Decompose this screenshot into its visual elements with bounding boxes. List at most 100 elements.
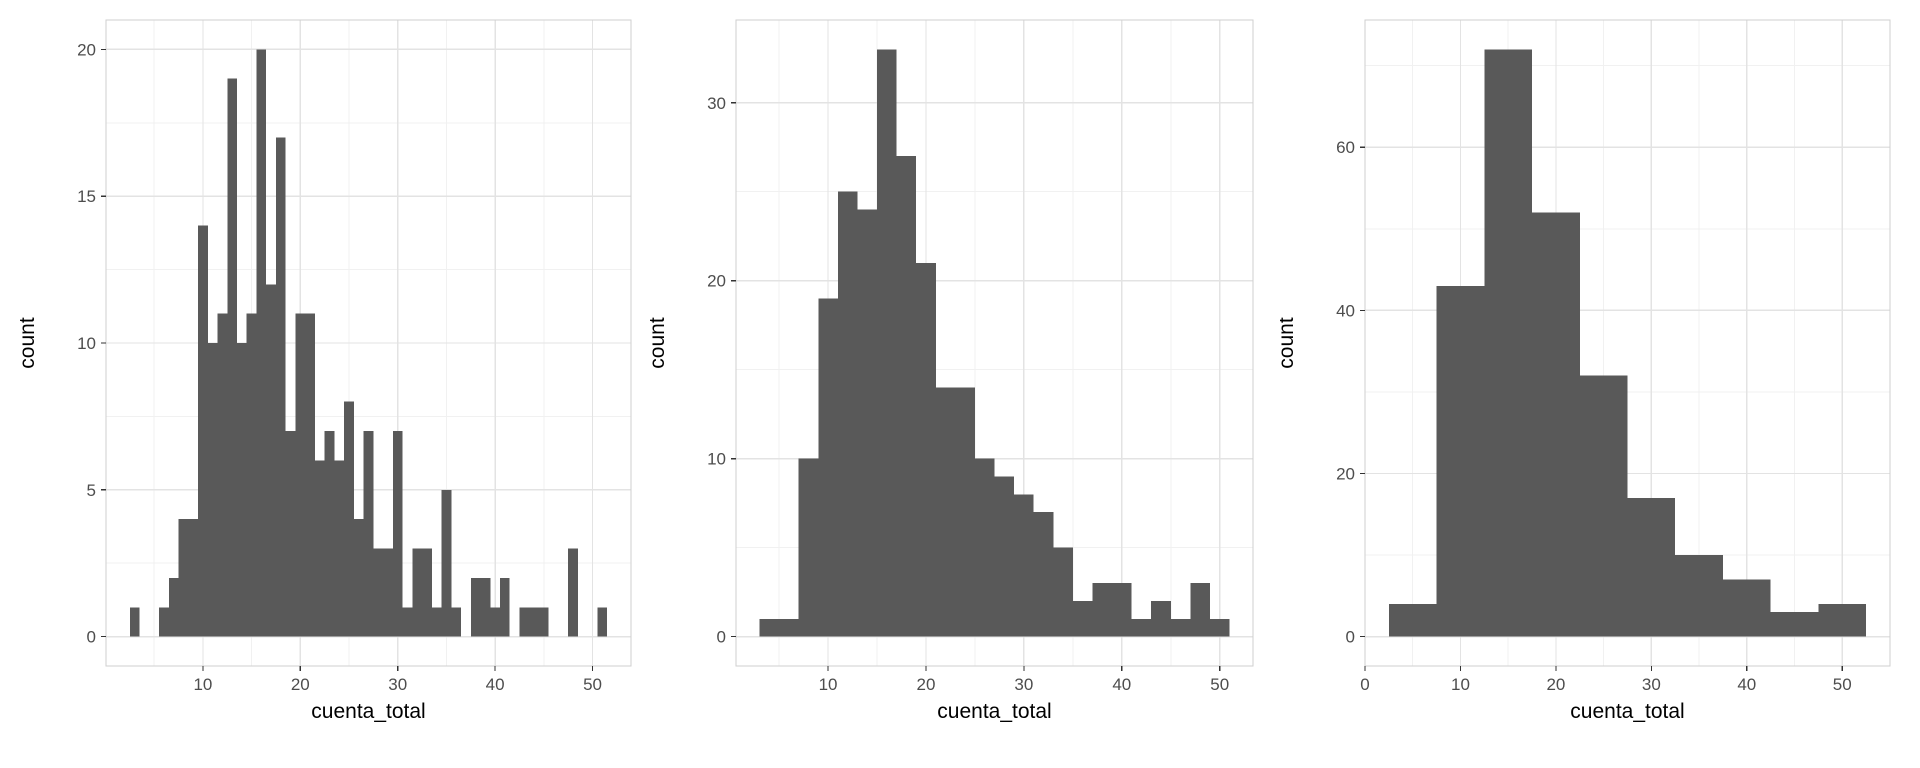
- histogram-bar: [877, 49, 897, 637]
- histogram-bar: [1436, 285, 1485, 637]
- histogram-bar: [1053, 547, 1073, 637]
- histogram-bar: [422, 548, 432, 637]
- histogram-bar: [178, 519, 189, 637]
- histogram-panel-binwidth-1: 10 20 30 40 50 0 5 10 15 20 cuenta_total count: [0, 0, 640, 768]
- histogram-bar: [285, 431, 296, 637]
- histogram-bar: [392, 431, 403, 637]
- histogram-bar: [1675, 555, 1723, 637]
- histogram-bar: [295, 313, 306, 637]
- svg-text:60: 60: [1336, 138, 1355, 157]
- histogram-bar: [1579, 375, 1628, 637]
- svg-text:20: 20: [77, 40, 96, 59]
- svg-text:15: 15: [77, 187, 96, 206]
- histogram-bar: [227, 78, 238, 637]
- histogram-bar: [779, 618, 799, 637]
- svg-text:20: 20: [291, 675, 310, 694]
- histogram-bar: [159, 607, 169, 637]
- svg-text:40: 40: [1112, 675, 1131, 694]
- svg-text:40: 40: [1737, 675, 1756, 694]
- histogram-bar: [837, 191, 858, 637]
- y-axis-title: count: [1280, 317, 1298, 369]
- histogram-bar: [237, 343, 247, 637]
- histogram-bar: [1170, 618, 1191, 637]
- histogram-bar: [1209, 618, 1230, 637]
- svg-text:50: 50: [1833, 675, 1852, 694]
- histogram-bar: [353, 519, 364, 637]
- histogram-bar: [129, 607, 140, 637]
- histogram-bar: [974, 458, 995, 637]
- histogram-bar: [383, 548, 393, 637]
- histogram-bar: [470, 577, 481, 637]
- axis-ticks: [1360, 146, 1843, 671]
- histogram-bar: [1151, 601, 1171, 637]
- histogram-bar: [305, 313, 315, 637]
- svg-text:0: 0: [717, 628, 726, 647]
- svg-text:0: 0: [1360, 675, 1369, 694]
- histogram-bar: [538, 607, 549, 637]
- histogram-bar: [373, 548, 384, 637]
- histogram-bar: [759, 618, 780, 637]
- x-tick-labels: 0 10 20 30 40 50: [1360, 675, 1851, 694]
- histogram-bars: [759, 49, 1230, 637]
- histogram-bar: [324, 431, 335, 637]
- svg-text:10: 10: [1451, 675, 1470, 694]
- histogram-bar: [1532, 212, 1580, 637]
- histogram-bar: [1627, 497, 1676, 637]
- panel-border: [1364, 19, 1891, 667]
- histogram-bar: [994, 476, 1015, 637]
- histogram-bars: [1388, 49, 1867, 637]
- histogram-bar: [1014, 494, 1034, 637]
- histogram-bar: [480, 577, 491, 637]
- histogram-bar: [568, 548, 578, 637]
- y-tick-labels: 0 20 40 60: [1336, 138, 1355, 646]
- histogram-bar: [1388, 604, 1437, 637]
- x-tick-labels: 10 20 30 40 50: [193, 675, 602, 694]
- svg-text:20: 20: [707, 272, 726, 291]
- svg-text:20: 20: [1336, 465, 1355, 484]
- histogram-bar: [402, 607, 413, 637]
- histogram-bar: [1770, 612, 1819, 637]
- histogram-bar: [818, 298, 838, 637]
- histogram-bar: [412, 548, 423, 637]
- histogram-bar: [529, 607, 539, 637]
- histogram-bar: [1112, 583, 1132, 637]
- histogram-bar: [207, 343, 218, 637]
- histogram-bar: [256, 49, 267, 637]
- histogram-panel-binwidth-2: 10 20 30 40 50 0 10 20 30 cuenta_total count: [640, 0, 1280, 768]
- x-axis-title: cuenta_total: [1570, 700, 1684, 723]
- histogram-bar: [217, 313, 228, 637]
- svg-text:30: 30: [388, 675, 407, 694]
- histogram-svg-binwidth-5: 0 10 20 30 40 50 0 20 40 60 cuenta_total count: [1280, 19, 1891, 723]
- histogram-bar: [363, 431, 374, 637]
- histogram-bar: [188, 519, 199, 637]
- y-tick-labels: 0 10 20 30: [707, 94, 726, 647]
- y-axis-title: count: [646, 317, 669, 369]
- histogram-bar: [441, 489, 452, 637]
- histogram-bar: [857, 209, 877, 637]
- histogram-bar: [314, 460, 325, 637]
- y-axis-title: count: [16, 317, 39, 369]
- svg-text:30: 30: [1014, 675, 1033, 694]
- histogram-bar: [1190, 583, 1210, 637]
- histogram-bar: [1033, 512, 1054, 637]
- histogram-bar: [519, 607, 530, 637]
- svg-text:0: 0: [1346, 628, 1355, 647]
- svg-text:20: 20: [1546, 675, 1565, 694]
- svg-text:20: 20: [916, 675, 935, 694]
- histogram-bars: [129, 49, 608, 637]
- histogram-bar: [490, 607, 500, 637]
- svg-text:40: 40: [486, 675, 505, 694]
- histogram-bar: [798, 458, 819, 637]
- histogram-bar: [1818, 604, 1867, 637]
- histogram-panel-binwidth-5: 0 10 20 30 40 50 0 20 40 60 cuenta_total count: [1280, 0, 1920, 768]
- svg-text:10: 10: [819, 675, 838, 694]
- histogram-bar: [597, 607, 608, 637]
- svg-text:5: 5: [87, 481, 96, 500]
- histogram-bar: [1131, 618, 1152, 637]
- x-axis-title: cuenta_total: [937, 700, 1051, 723]
- svg-text:30: 30: [707, 94, 726, 113]
- histogram-bar: [1484, 49, 1533, 637]
- histogram-bar: [451, 607, 462, 637]
- axis-ticks: [731, 102, 1221, 671]
